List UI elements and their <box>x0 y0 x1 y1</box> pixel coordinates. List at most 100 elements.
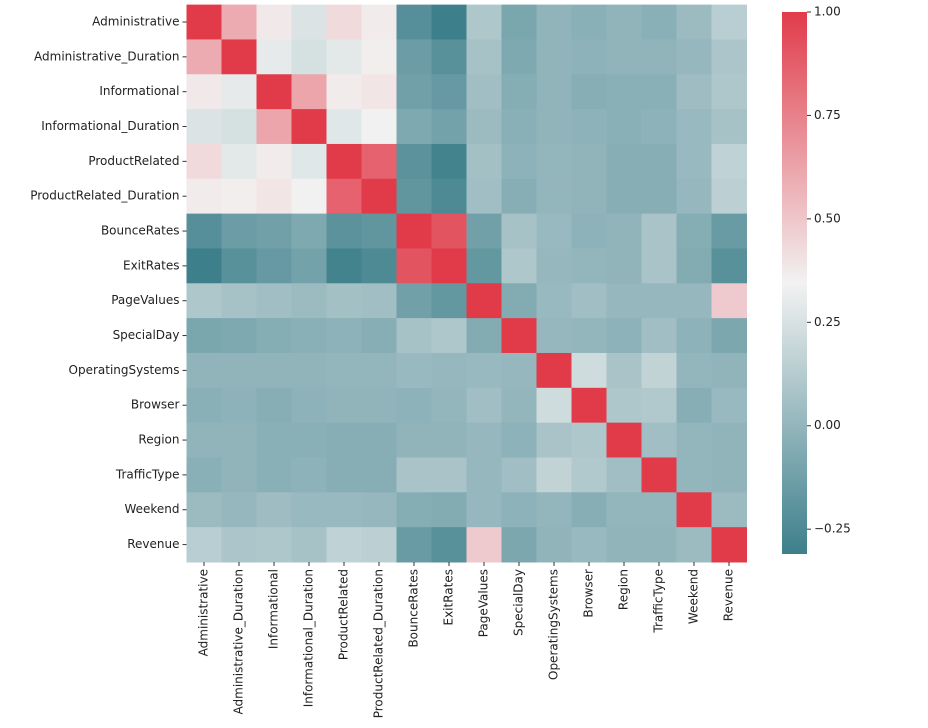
heatmap-cell <box>396 527 432 563</box>
heatmap-cell <box>186 39 222 75</box>
heatmap-cell <box>676 352 712 389</box>
x-tick-label: Browser <box>582 569 596 618</box>
y-tick-label: TrafficType <box>115 467 180 481</box>
heatmap-cell <box>711 318 747 354</box>
heatmap-cell <box>431 422 467 458</box>
heatmap-cell <box>571 318 607 354</box>
heatmap-cell <box>501 352 537 389</box>
heatmap-cell <box>501 39 537 75</box>
heatmap-cell <box>641 492 677 528</box>
heatmap-cell <box>501 387 537 424</box>
heatmap-cell <box>221 352 257 389</box>
heatmap-cell <box>676 387 712 424</box>
heatmap-cell <box>256 422 292 458</box>
heatmap-cell <box>466 283 502 319</box>
heatmap-cell <box>711 4 747 40</box>
heatmap-cell <box>571 4 607 40</box>
heatmap-cell <box>501 318 537 354</box>
heatmap-cell <box>186 527 222 563</box>
heatmap-cell <box>431 492 467 528</box>
heatmap-cell <box>361 109 397 145</box>
heatmap-cell <box>186 178 222 215</box>
heatmap-cell <box>396 213 432 249</box>
heatmap-cell <box>186 143 222 180</box>
heatmap-cell <box>641 248 677 284</box>
heatmap-cell <box>186 283 222 319</box>
heatmap-cell <box>571 39 607 75</box>
heatmap-cell <box>536 457 572 493</box>
heatmap-cell <box>186 4 222 40</box>
heatmap-cell <box>711 143 747 180</box>
y-tick-label: Region <box>138 433 179 447</box>
y-tick-label: Administrative <box>92 15 179 29</box>
heatmap-cell <box>361 213 397 249</box>
heatmap-cell <box>186 352 222 389</box>
heatmap-cell <box>571 143 607 180</box>
heatmap-cell <box>501 248 537 284</box>
heatmap-cell <box>711 248 747 284</box>
heatmap-cell <box>431 109 467 145</box>
heatmap-cell <box>256 74 292 110</box>
heatmap-cell <box>431 4 467 40</box>
heatmap-cell <box>711 492 747 528</box>
heatmap-cell <box>466 527 502 563</box>
heatmap-cell <box>361 387 397 424</box>
heatmap-cell <box>606 248 642 284</box>
heatmap-cell <box>256 39 292 75</box>
x-tick-label: Informational <box>267 569 281 649</box>
heatmap-cell <box>431 387 467 424</box>
heatmap-cell <box>606 109 642 145</box>
heatmap-cell <box>641 283 677 319</box>
heatmap-cell <box>431 318 467 354</box>
heatmap-cell <box>501 178 537 215</box>
heatmap-cell <box>711 109 747 145</box>
heatmap-cell <box>186 318 222 354</box>
heatmap-cell <box>186 74 222 110</box>
x-tick-label: Administrative_Duration <box>232 569 246 714</box>
heatmap-cell <box>326 352 362 389</box>
heatmap-cell <box>641 352 677 389</box>
heatmap-cell <box>676 4 712 40</box>
heatmap-cell <box>186 457 222 493</box>
y-tick-label: BounceRates <box>101 224 180 238</box>
heatmap-cell <box>221 178 257 215</box>
heatmap-cell <box>571 74 607 110</box>
x-tick-label: BounceRates <box>407 569 421 648</box>
heatmap-cell <box>711 527 747 563</box>
heatmap-cell <box>676 109 712 145</box>
heatmap-cell <box>466 213 502 249</box>
heatmap-cell <box>221 318 257 354</box>
y-tick-label: PageValues <box>111 293 179 307</box>
heatmap-cell <box>361 248 397 284</box>
heatmap-cell <box>711 352 747 389</box>
heatmap-cell <box>326 213 362 249</box>
heatmap-cell <box>256 213 292 249</box>
heatmap-cell <box>431 352 467 389</box>
heatmap-cell <box>536 39 572 75</box>
heatmap-cell <box>571 527 607 563</box>
heatmap-cell <box>256 248 292 284</box>
x-tick-label: OperatingSystems <box>547 569 561 680</box>
heatmap-cell <box>641 39 677 75</box>
heatmap-cell <box>641 318 677 354</box>
heatmap-cell <box>536 283 572 319</box>
heatmap-cell <box>501 109 537 145</box>
heatmap-cell <box>711 39 747 75</box>
heatmap-cell <box>256 387 292 424</box>
y-tick-label: Informational <box>99 84 179 98</box>
heatmap-cell <box>501 422 537 458</box>
heatmap-cell <box>676 39 712 75</box>
heatmap-cell <box>431 178 467 215</box>
heatmap-cell <box>606 387 642 424</box>
heatmap-cell <box>676 143 712 180</box>
heatmap-cell <box>501 283 537 319</box>
heatmap-cell <box>641 4 677 40</box>
heatmap-cell <box>221 143 257 180</box>
heatmap-cell <box>256 178 292 215</box>
y-tick-label: Revenue <box>127 537 179 551</box>
y-tick-label: OperatingSystems <box>69 363 180 377</box>
y-tick-label: Browser <box>131 398 180 412</box>
heatmap-cell <box>396 248 432 284</box>
heatmap-cell <box>326 457 362 493</box>
